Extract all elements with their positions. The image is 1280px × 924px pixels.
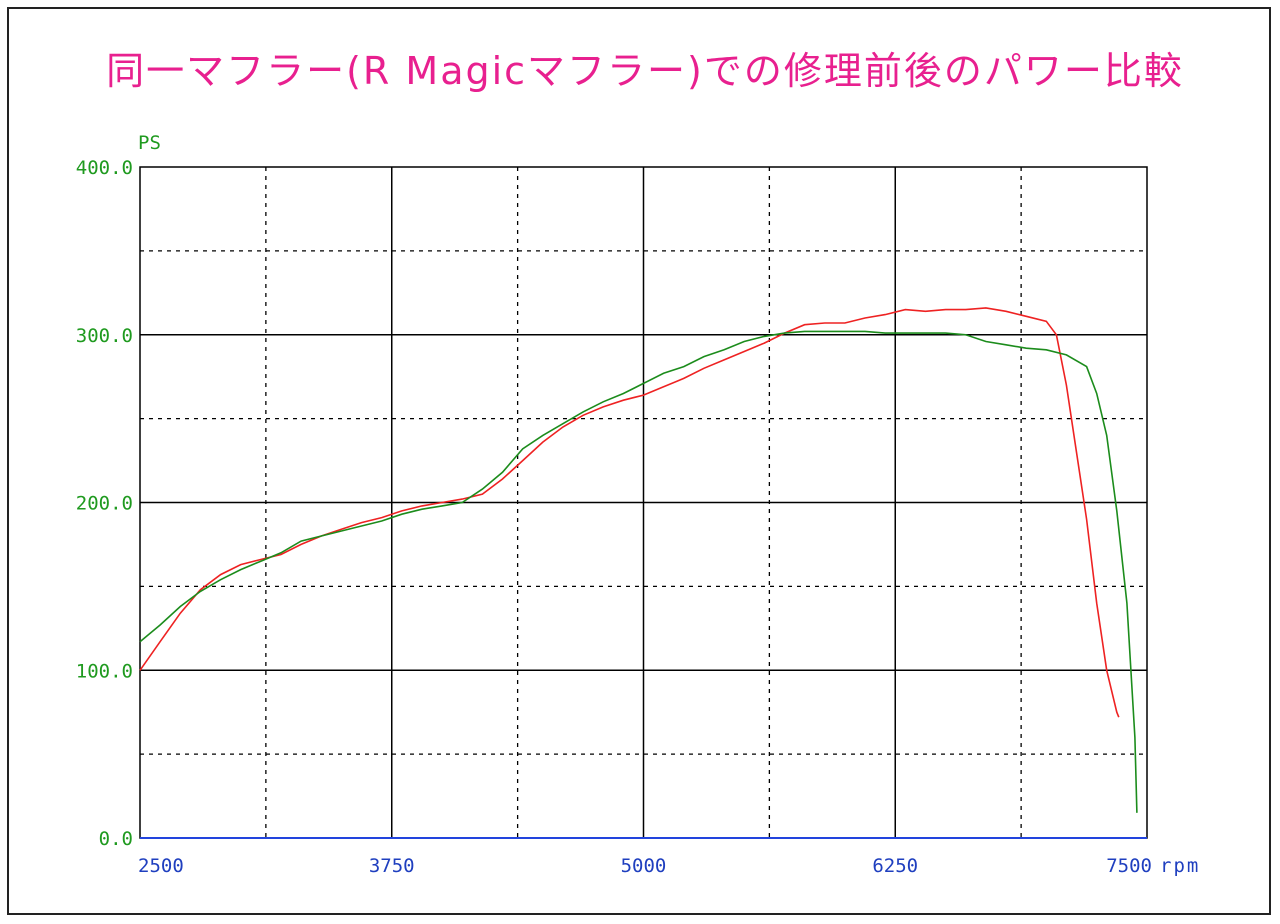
y-axis-label: PS — [138, 132, 161, 154]
y-tick-label: 200.0 — [76, 493, 133, 515]
x-tick-label: 5000 — [621, 855, 667, 877]
chart-frame — [7, 7, 1271, 915]
y-tick-label: 300.0 — [76, 325, 133, 347]
x-unit-label: rpm — [1160, 855, 1200, 877]
y-tick-label: 100.0 — [76, 660, 133, 682]
y-tick-label: 0.0 — [99, 828, 133, 850]
x-tick-label: 6250 — [872, 855, 918, 877]
y-tick-label: 400.0 — [76, 157, 133, 179]
series-layer — [139, 307, 1138, 813]
chart-title: 同一マフラー(R Magicマフラー)での修理前後のパワー比較 — [106, 49, 1184, 93]
x-tick-label: 3750 — [369, 855, 415, 877]
x-tick-label: 7500 — [1106, 855, 1152, 877]
series-line-2 — [139, 330, 1138, 813]
axis-layer: 0.0 100.0 200.0 300.0 400.0PS 2500 3750 5000 625… — [76, 132, 1200, 877]
grid — [139, 166, 1148, 839]
series-line-1 — [139, 307, 1120, 718]
x-tick-label: 2500 — [138, 855, 184, 877]
